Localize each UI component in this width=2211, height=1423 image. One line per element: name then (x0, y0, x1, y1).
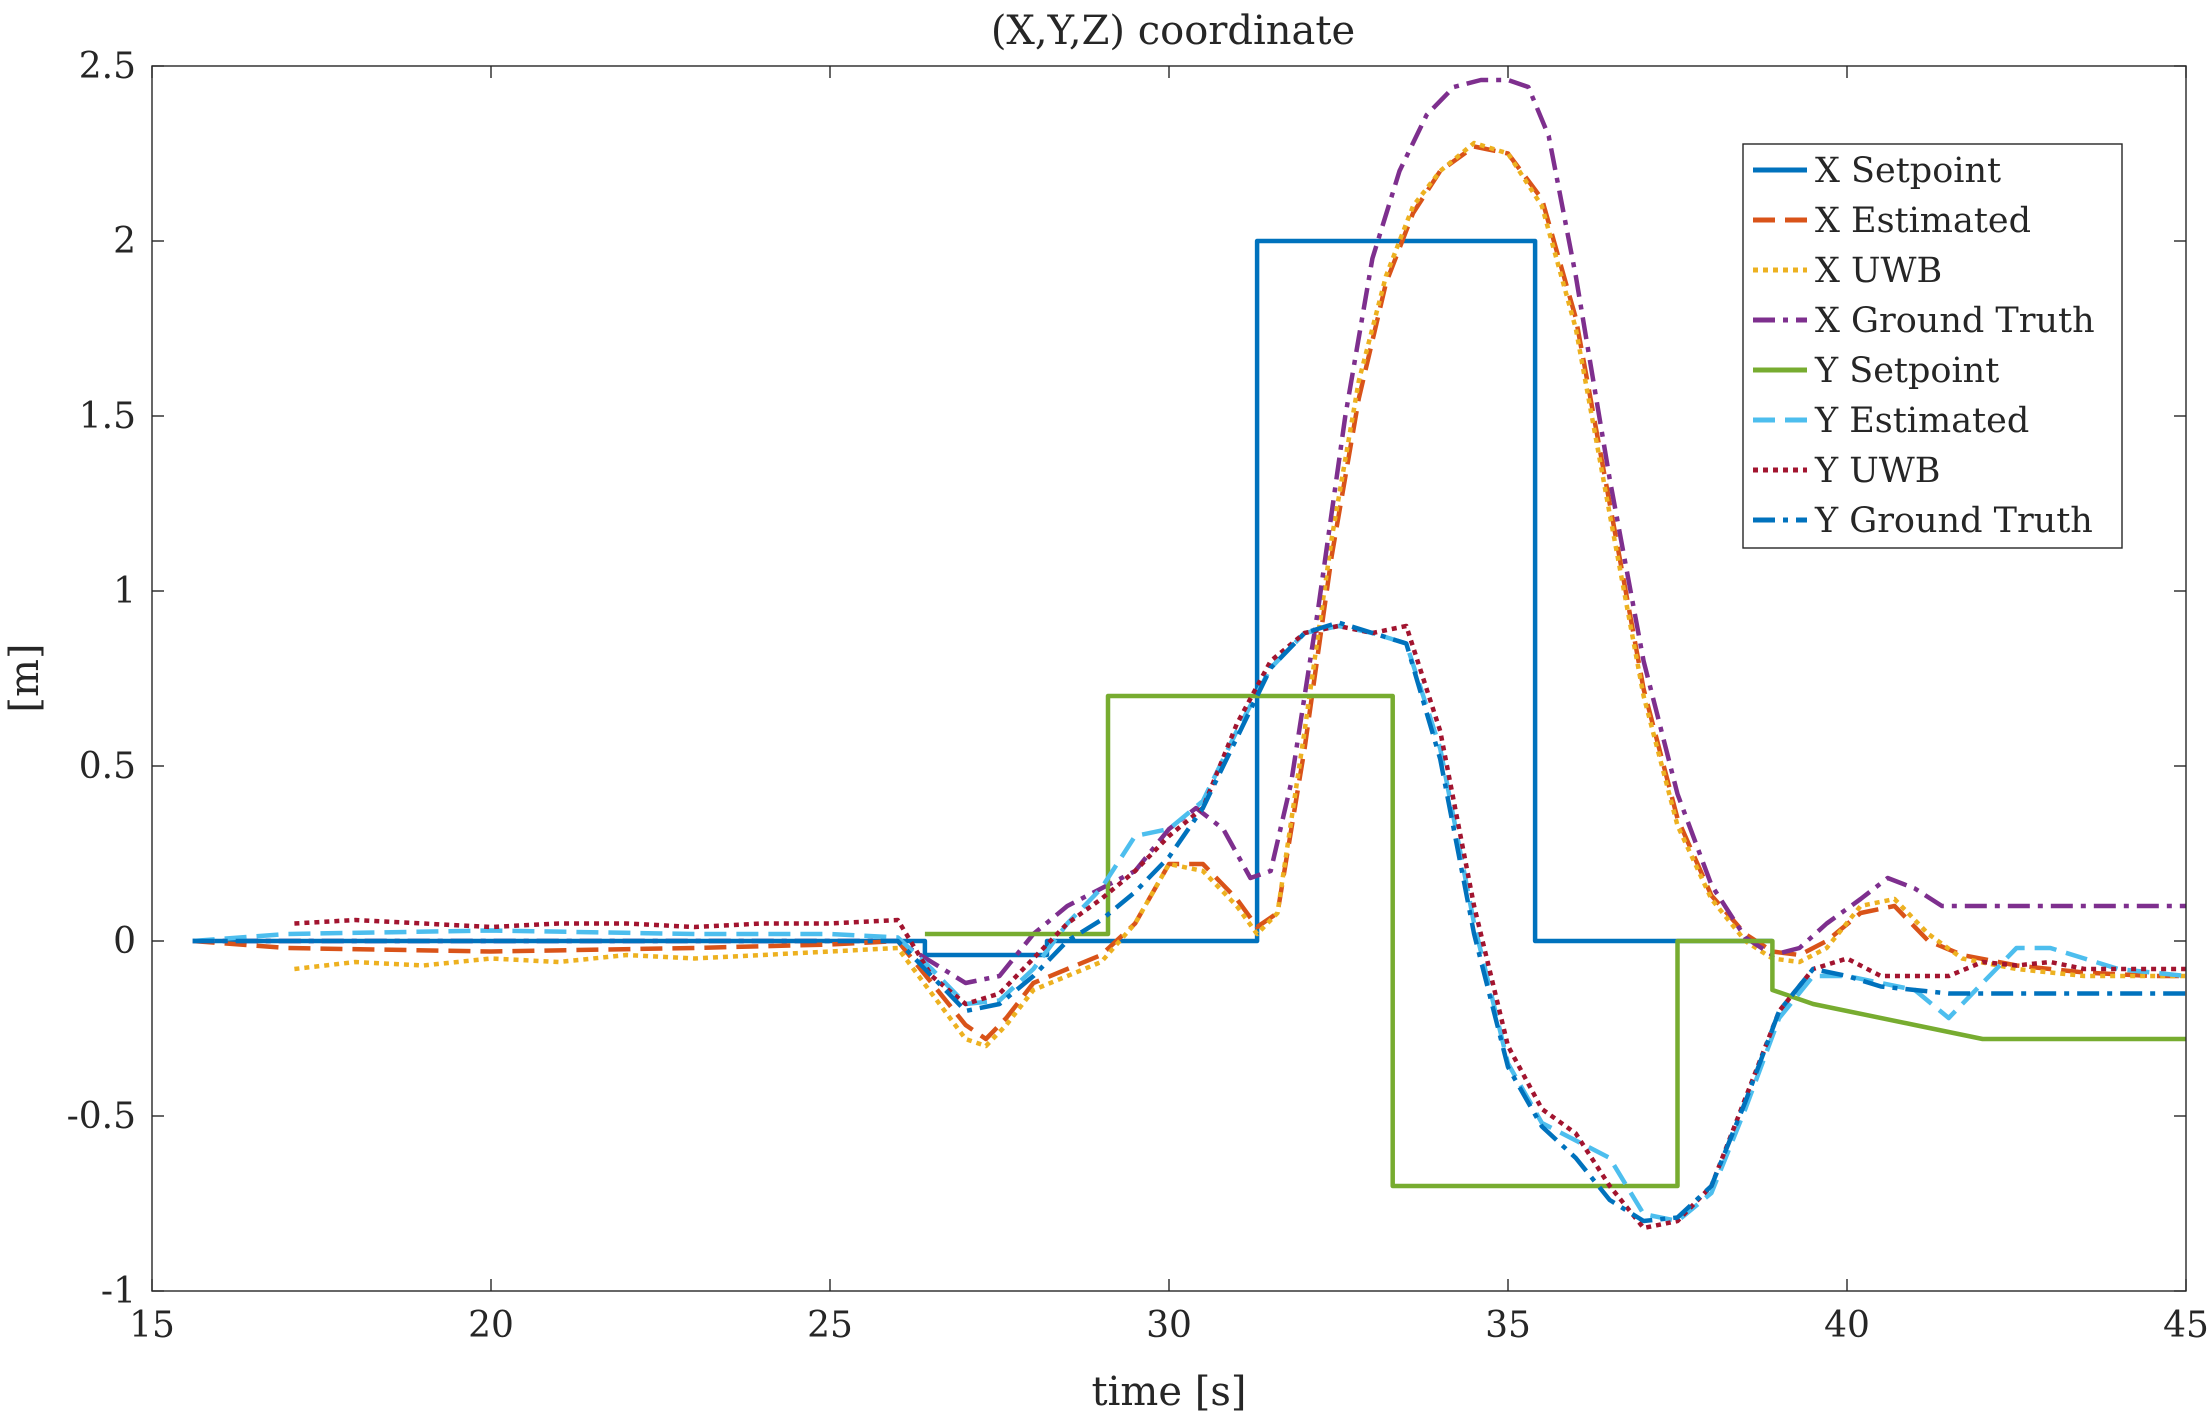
legend-label: Y Ground Truth (1814, 501, 2093, 541)
legend-label: Y Estimated (1814, 401, 2029, 441)
y-tick-label: -1 (101, 1271, 136, 1312)
x-axis: 15 20 25 30 35 40 45 (129, 66, 2209, 1346)
x-tick-label: 40 (1824, 1305, 1870, 1346)
y-tick-label: 0.5 (79, 746, 136, 787)
series-layer (192, 77, 2187, 1231)
x-axis-label: time [s] (1092, 1369, 1247, 1415)
legend: X Setpoint X Estimated X UWB X Ground Truth… (1742, 143, 2123, 549)
legend-items: X Setpoint X Estimated X UWB X Ground Truth… (1753, 151, 2095, 541)
series-line-x-setpoint (192, 238, 1773, 958)
series-line-y-setpoint (924, 693, 2186, 1189)
x-tick-label: 15 (129, 1305, 175, 1346)
legend-box (1742, 143, 2123, 549)
series-line-x-estimated (192, 144, 2186, 1042)
y-axis-label: [m] (2, 643, 48, 712)
y-tick-label: 1.5 (79, 396, 136, 437)
legend-label: Y UWB (1814, 451, 1940, 491)
chart-title: (X,Y,Z) coordinate (991, 8, 1355, 54)
x-tick-label: 35 (1485, 1305, 1531, 1346)
legend-label: X Setpoint (1815, 151, 2001, 191)
y-tick-label: -0.5 (67, 1096, 136, 1137)
legend-label: X Estimated (1815, 201, 2031, 241)
series-line-y-ground-truth (192, 620, 2186, 1224)
y-tick-label: 0 (113, 921, 136, 962)
series-line-x-uwb (294, 140, 2186, 1049)
series-line-x-ground-truth (192, 77, 2186, 986)
y-tick-label: 2.5 (79, 46, 136, 87)
y-axis: -1 -0.5 0 0.5 1 1.5 2 2.5 (67, 46, 2186, 1312)
legend-label: X UWB (1815, 251, 1942, 291)
x-tick-label: 45 (2163, 1305, 2209, 1346)
y-tick-label: 1 (113, 571, 136, 612)
legend-label: X Ground Truth (1815, 301, 2095, 341)
x-tick-label: 20 (468, 1305, 514, 1346)
x-tick-label: 30 (1146, 1305, 1192, 1346)
legend-label: Y Setpoint (1814, 351, 1999, 391)
x-tick-label: 25 (807, 1305, 853, 1346)
y-tick-label: 2 (113, 221, 136, 262)
